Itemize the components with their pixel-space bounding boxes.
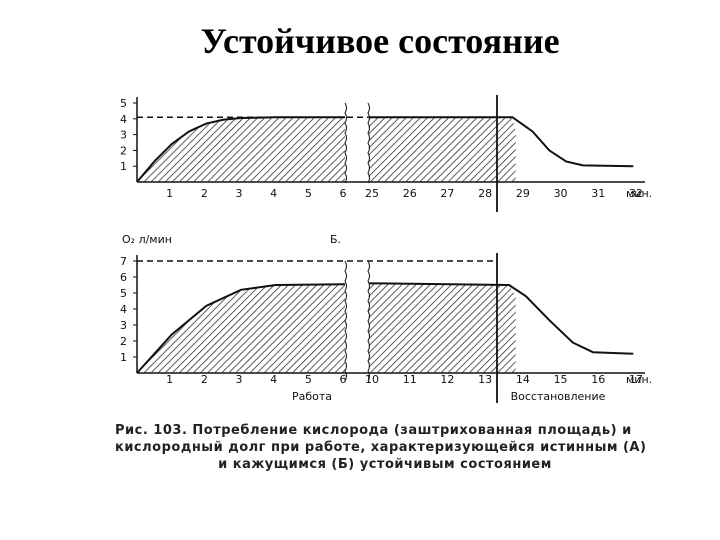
break-edge (367, 102, 370, 184)
y-tick-label: 4 (120, 303, 127, 316)
oxygen-consumption-area (368, 117, 516, 182)
y-tick-label: 6 (120, 271, 127, 284)
x-tick-label: 13 (478, 373, 492, 386)
x-tick-label: 29 (516, 187, 530, 200)
y-tick-label: 2 (120, 335, 127, 348)
break-edge (344, 260, 347, 382)
caption-line: кислородный долг при работе, характеризу… (115, 440, 647, 455)
x-tick-label: 2 (201, 373, 208, 386)
x-tick-label: 16 (591, 373, 605, 386)
x-tick-label: 25 (365, 187, 379, 200)
x-tick-label: 11 (403, 373, 417, 386)
caption-line: Рис. 103. Потребление кислорода (заштрих… (115, 423, 632, 438)
x-tick-label: 6 (340, 187, 347, 200)
x-tick-label: 4 (270, 373, 277, 386)
y-tick-label: 3 (120, 319, 127, 332)
axis-break (346, 93, 367, 181)
x-tick-label: 3 (236, 187, 243, 200)
figure-caption: Рис. 103. Потребление кислорода (заштрих… (115, 422, 655, 473)
y-tick-label: 2 (120, 144, 127, 157)
x-tick-label: 3 (236, 373, 243, 386)
x-tick-label: 15 (554, 373, 568, 386)
consumption-curve (136, 283, 346, 374)
oxygen-consumption-area (137, 284, 345, 373)
x-tick-label: 5 (305, 187, 312, 200)
oxygen-consumption-area (368, 283, 516, 373)
x-tick-label: 32 (629, 187, 643, 200)
oxygen-consumption-area (137, 117, 345, 182)
x-tick-label: 26 (403, 187, 417, 200)
y-tick-label: 4 (120, 113, 127, 126)
x-tick-label: 1 (166, 187, 173, 200)
x-tick-label: 10 (365, 373, 379, 386)
x-tick-label: 28 (478, 187, 492, 200)
consumption-curve (368, 282, 634, 355)
break-edge (367, 260, 370, 382)
x-tick-label: 14 (516, 373, 530, 386)
x-tick-label: 27 (440, 187, 454, 200)
x-tick-label: 1 (166, 373, 173, 386)
y-tick-label: 3 (120, 129, 127, 142)
x-tick-label: 5 (305, 373, 312, 386)
y-tick-label: 5 (120, 287, 127, 300)
x-tick-label: 30 (554, 187, 568, 200)
y-tick-label: 1 (120, 351, 127, 364)
consumption-curve (368, 116, 634, 168)
x-tick-label: 31 (591, 187, 605, 200)
x-tick-label: 2 (201, 187, 208, 200)
x-tick-label: 4 (270, 187, 277, 200)
x-label-work: Работа (292, 390, 332, 403)
caption-line: и кажущимся (Б) устойчивым состоянием (218, 457, 552, 472)
y-tick-label: 1 (120, 160, 127, 173)
x-label-recovery: Восстановление (511, 390, 606, 403)
x-unit-label: мин. (626, 373, 652, 386)
panel-label: Б. (330, 233, 341, 246)
x-tick-label: 12 (440, 373, 454, 386)
break-edge (344, 102, 347, 184)
x-unit-label: мин. (626, 187, 652, 200)
consumption-curve (136, 116, 345, 183)
x-tick-label: 6 (340, 373, 347, 386)
axis-break (346, 251, 367, 372)
y-axis-label: O₂ л/мин (122, 233, 172, 246)
slide-title: Устойчивое состояние (200, 21, 560, 61)
x-tick-label: 17 (629, 373, 643, 386)
y-tick-label: 7 (120, 255, 127, 268)
y-tick-label: 5 (120, 97, 127, 110)
